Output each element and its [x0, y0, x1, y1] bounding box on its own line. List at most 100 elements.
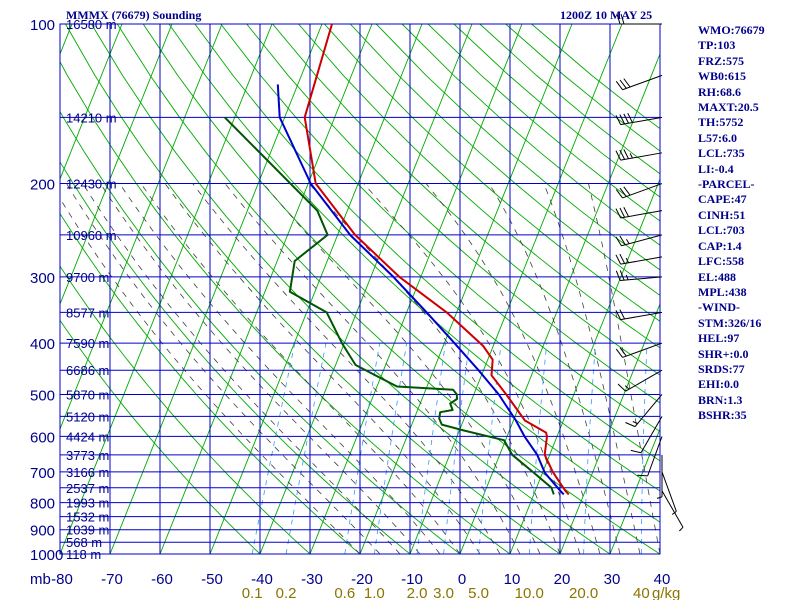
index-line: WB0:615: [698, 69, 746, 84]
wind-barb-feather: [623, 78, 631, 88]
dry-adiabat-line: [60, 212, 361, 554]
wind-barb-feather: [619, 114, 626, 125]
mixing-ratio-unit-label: g/kg: [652, 585, 680, 600]
plot-grid: [59, 23, 661, 555]
isotherm-line: [459, 52, 660, 554]
index-line: TP:103: [698, 38, 736, 53]
wind-barb-feather: [625, 422, 636, 428]
index-line: TH:5752: [698, 115, 744, 130]
wind-barb-feather: [615, 348, 623, 358]
dry-adiabat-line: [324, 24, 660, 322]
mixing-ratio-label: 10.0: [515, 585, 544, 600]
wind-barb-shaft: [621, 234, 663, 247]
sounding-traces: [223, 24, 570, 496]
background-lines: [0, 24, 660, 554]
wind-barb-feather: [615, 208, 622, 219]
height-label: 1532 m: [66, 510, 109, 525]
wind-barb: [615, 149, 663, 161]
mixing-ratio-label: 1.0: [364, 585, 385, 600]
wind-barb: [615, 309, 663, 321]
dry-adiabat-line: [65, 24, 561, 554]
mixing-ratio-label: 5.0: [468, 585, 489, 600]
wind-barb: [637, 436, 663, 477]
wind-barb-feather: [615, 254, 622, 265]
index-line: CAP:1.4: [698, 238, 742, 253]
index-line: BSHR:35: [698, 408, 747, 423]
wind-barb-half-feather: [629, 153, 633, 159]
pressure-tick-label: 900: [30, 523, 55, 540]
isotherm-line: [0, 24, 22, 554]
pressure-tick-label: 200: [30, 177, 55, 194]
wind-barb-half-feather: [679, 526, 684, 532]
dry-adiabat-line: [60, 161, 411, 554]
temperature-tick-label: 40: [654, 571, 671, 588]
isotherm-line: [60, 24, 273, 554]
wind-barb-feather: [619, 79, 627, 89]
wind-barb-feather: [637, 474, 648, 477]
mixing-ratio-line: [251, 343, 296, 554]
temperature-tick-label: -10: [401, 571, 423, 588]
temperature-tick-label: 10: [504, 571, 521, 588]
wind-barb-shaft: [620, 152, 663, 161]
mixing-ratio-line: [285, 343, 327, 554]
temperature-tick-label: 0: [458, 571, 466, 588]
isotherm-line: [109, 24, 323, 554]
moist-adiabat-line: [192, 183, 501, 554]
wind-barb-shaft: [661, 471, 677, 512]
wind-barb-feather: [615, 236, 622, 247]
wind-barb: [617, 369, 663, 392]
index-line: SRDS:77: [698, 361, 745, 376]
mixing-ratio-label: 0.6: [334, 585, 355, 600]
wind-barb-half-feather: [625, 274, 629, 281]
dry-adiabat-line: [401, 24, 660, 246]
plot-frame: [59, 23, 661, 555]
wind-barb: [615, 342, 663, 358]
chart-title-time: 1200Z 10 MAY 25: [560, 8, 653, 22]
mixing-ratio-label: 40: [633, 585, 650, 600]
moist-adiabat-line: [308, 183, 561, 554]
wind-barb-feather: [619, 309, 626, 320]
wind-barb-shaft: [622, 74, 663, 91]
isotherm-line: [209, 24, 423, 554]
mixing-ratio-label: 0.2: [276, 585, 297, 600]
temperature-trace: [303, 24, 570, 496]
isotherm-line: [559, 302, 660, 554]
isotherm-line: [609, 427, 660, 554]
wind-barb: [661, 490, 684, 532]
stability-index-panel: WMO:76679 TP:103 FRZ:575 WB0:615 RH:68.6 MAXT…: [698, 23, 800, 424]
wind-barb-half-feather: [625, 239, 630, 244]
wind-barb-shaft: [625, 369, 663, 392]
index-line: BRN:1.3: [698, 392, 743, 407]
wind-barb-feather: [623, 113, 629, 124]
pressure-tick-label: 300: [30, 270, 55, 287]
mixing-ratio-label: 3.0: [433, 585, 454, 600]
pressure-tick-label: 500: [30, 387, 55, 404]
temperature-tick-label: -40: [251, 571, 273, 588]
wind-barb-feather: [619, 207, 626, 218]
temperature-tick-label: -60: [151, 571, 173, 588]
wind-barb: [656, 454, 663, 499]
wind-barb-shaft: [620, 256, 663, 265]
height-label: 3166 m: [66, 465, 109, 480]
height-label: 1039 m: [66, 523, 109, 538]
wind-barb: [615, 74, 663, 91]
pressure-tick-label: 400: [30, 336, 55, 353]
dry-adiabat-line: [349, 24, 660, 296]
wind-barb-feather: [623, 207, 629, 217]
wind-barb: [616, 13, 662, 25]
dry-adiabat-line: [60, 110, 461, 554]
moist-adiabat-line: [588, 183, 660, 554]
wind-barb: [661, 471, 677, 515]
wind-barb: [625, 394, 663, 428]
index-line: EL:488: [698, 269, 737, 284]
wind-barb: [615, 270, 663, 282]
isotherm-line: [159, 24, 373, 554]
index-line: SHR+:0.0: [698, 346, 749, 361]
height-label: 4424 m: [66, 429, 109, 444]
index-line: LFC:558: [698, 254, 744, 269]
dry-adiabat-line: [142, 24, 660, 523]
height-label: 7590 m: [66, 336, 109, 351]
wind-barb-feather: [619, 235, 626, 246]
moist-adiabat-line: [488, 183, 621, 554]
wind-barb: [615, 234, 663, 247]
